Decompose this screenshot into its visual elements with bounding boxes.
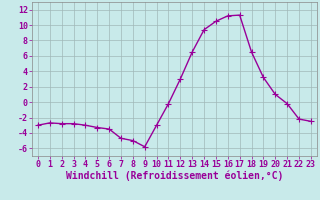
X-axis label: Windchill (Refroidissement éolien,°C): Windchill (Refroidissement éolien,°C) [66, 171, 283, 181]
